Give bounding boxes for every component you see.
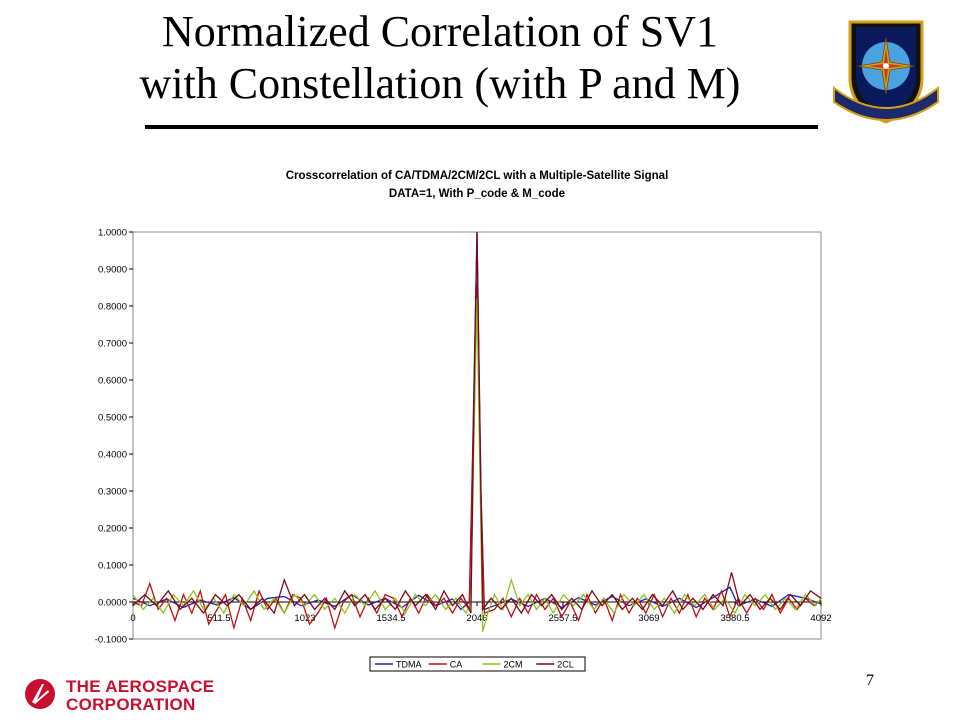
y-tick-label: 0.7000 (98, 339, 127, 350)
legend (369, 656, 586, 672)
x-tick-label: 3069 (638, 613, 659, 624)
y-tick-label: 0.8000 (98, 302, 127, 313)
legend-label: 2CM (504, 660, 523, 670)
y-tick-label: 1.0000 (98, 228, 127, 239)
y-tick-label: 0.1000 (98, 561, 127, 572)
chart-title-line-2: DATA=1, With P_code & M_code (389, 188, 565, 200)
chart-title-line-1: Crosscorrelation of CA/TDMA/2CM/2CL with… (286, 170, 669, 182)
y-tick-label: 0.9000 (98, 265, 127, 276)
y-tick-label: 0.4000 (98, 450, 127, 461)
legend-label: 2CL (557, 660, 574, 670)
x-tick-label: 511.5 (207, 613, 230, 624)
x-tick-label: 4092 (810, 613, 831, 624)
legend-label: CA (450, 660, 463, 670)
y-tick-label: 0.6000 (98, 376, 127, 387)
series-line-2cl (132, 231, 822, 615)
y-tick-label: 0.5000 (98, 413, 127, 424)
x-tick-label: 2046 (466, 613, 487, 624)
legend-label: TDMA (396, 660, 422, 670)
x-tick-label: 1023 (294, 613, 315, 624)
navstar-gps-seal-icon (833, 20, 939, 124)
x-tick-label: 2557.5 (548, 613, 577, 624)
title-underline (145, 125, 818, 129)
y-tick-label: 0.0000 (98, 598, 127, 609)
logo-line-1: THE AEROSPACE (66, 677, 215, 696)
series-line-ca (132, 283, 822, 631)
logo-line-2: CORPORATION (66, 695, 196, 714)
x-tick-label: 1534.5 (376, 613, 405, 624)
x-tick-label: 3580.5 (720, 613, 749, 624)
aerospace-logo-icon (25, 679, 55, 709)
slide-title-line-2: with Constellation (with P and M) (139, 59, 741, 108)
aerospace-logo (25, 679, 55, 709)
x-tick-label: 0 (130, 613, 135, 624)
y-tick-label: 0.2000 (98, 524, 127, 535)
slide-number: 7 (866, 672, 874, 689)
y-tick-label: 0.3000 (98, 487, 127, 498)
slide-title: Normalized Correlation of SV1 with Const… (60, 6, 820, 110)
series-line-2cm (132, 298, 822, 632)
slide-title-line-1: Normalized Correlation of SV1 (162, 7, 718, 56)
y-tick-label: -0.1000 (95, 635, 127, 646)
